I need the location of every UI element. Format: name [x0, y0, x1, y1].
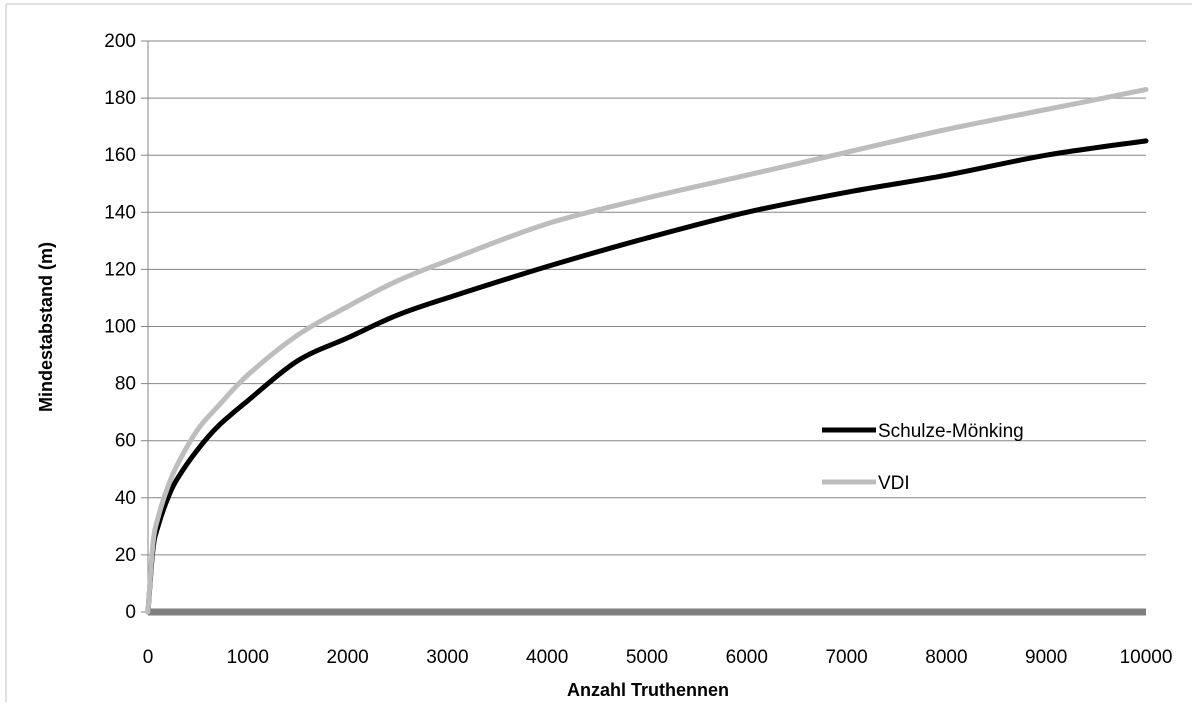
x-tick-label: 8000 — [925, 647, 967, 668]
x-tick-label: 5000 — [626, 647, 668, 668]
y-tick-label: 20 — [115, 545, 136, 566]
x-tick-label: 2000 — [326, 647, 368, 668]
y-axis-title: Mindestabstand (m) — [36, 242, 56, 412]
y-tick-label: 180 — [104, 88, 136, 109]
series-line-schulze-moenking — [145, 138, 1149, 615]
x-tick-label: 7000 — [825, 647, 867, 668]
x-tick-label: 10000 — [1120, 647, 1173, 668]
y-tick-label: 0 — [125, 602, 136, 623]
series-line-vdi — [145, 87, 1149, 615]
x-tick-label: 3000 — [426, 647, 468, 668]
series-lines — [145, 87, 1149, 615]
x-tick-label: 9000 — [1025, 647, 1067, 668]
y-tick-label: 160 — [104, 145, 136, 166]
axes — [141, 40, 1146, 616]
x-tick-label: 6000 — [726, 647, 768, 668]
legend-label-vdi: VDI — [878, 473, 910, 494]
x-tick-label: 1000 — [227, 647, 269, 668]
y-tick-label: 120 — [104, 259, 136, 280]
y-tick-label: 200 — [104, 31, 136, 52]
legend-label-schulze-moenking: Schulze-Mönking — [878, 421, 1024, 442]
y-tick-label: 80 — [115, 374, 136, 395]
y-tick-label: 60 — [115, 431, 136, 452]
y-tick-label: 100 — [104, 317, 136, 338]
y-tick-label: 40 — [115, 488, 136, 509]
legend: Schulze-Mönking VDI — [822, 421, 1024, 494]
x-axis-title: Anzahl Truthennen — [567, 680, 729, 700]
x-tick-label: 0 — [143, 647, 154, 668]
x-tick-label: 4000 — [526, 647, 568, 668]
y-tick-label: 140 — [104, 202, 136, 223]
